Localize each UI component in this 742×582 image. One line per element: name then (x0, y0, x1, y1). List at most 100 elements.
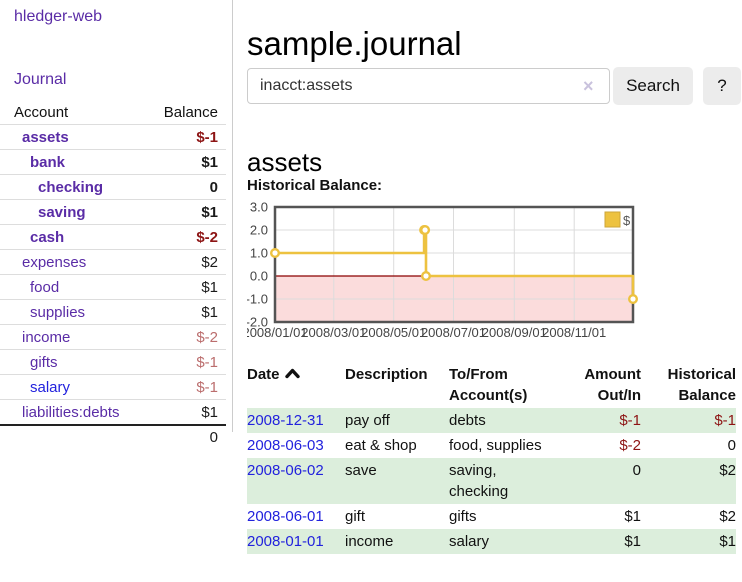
svg-text:$: $ (623, 213, 631, 228)
app-brand-link[interactable]: hledger-web (14, 8, 103, 25)
account-row: gifts $-1 (0, 349, 226, 375)
account-row: income $-2 (0, 324, 226, 350)
register-header-row: Date Description To/From Account(s) Amount Ou… (247, 362, 736, 408)
svg-text:1.0: 1.0 (250, 246, 268, 261)
transaction-accounts: saving, checking (449, 462, 509, 500)
account-balance-value: $1 (148, 149, 226, 175)
account-link[interactable]: expenses (22, 253, 87, 271)
account-row: checking 0 (0, 174, 226, 200)
account-balance-value: $-2 (148, 324, 226, 350)
account-link[interactable]: checking (38, 178, 104, 196)
account-row: assets $-1 (0, 124, 226, 150)
account-balance-value: $1 (148, 299, 226, 325)
register-column-header: Description (345, 366, 428, 383)
account-row: supplies $1 (0, 299, 226, 325)
account-row: food $1 (0, 274, 226, 300)
transaction-date-link[interactable]: 2008-01-01 (247, 533, 324, 550)
account-total-spacer (0, 424, 149, 449)
historical-balance-chart: $3.0 2.0 1.0 0.0 -1.0 -2.0 2008/01/01 2008/03/0… (242, 200, 687, 350)
account-row: bank $1 (0, 149, 226, 175)
account-balance-value: $1 (148, 199, 226, 225)
register-table: Date Description To/From Account(s) Amount Ou… (247, 362, 736, 554)
account-balance-value: $1 (148, 274, 226, 300)
transaction-accounts: food, supplies (449, 437, 542, 454)
register-column-header: Amount Out/In (584, 366, 641, 404)
svg-text:-2.0: -2.0 (247, 315, 268, 330)
transaction-date-link[interactable]: 2008-06-03 (247, 437, 324, 454)
register-column-header[interactable]: Date (247, 362, 345, 408)
clear-search-icon[interactable]: × (583, 76, 594, 96)
transaction-balance: $-1 (714, 412, 736, 429)
help-button[interactable]: ? (703, 67, 741, 105)
account-heading: assets (247, 146, 323, 177)
account-link[interactable]: gifts (30, 353, 58, 371)
svg-text:2008/03/01: 2008/03/01 (301, 325, 366, 340)
svg-text:2008/01/01: 2008/01/01 (247, 325, 308, 340)
account-total-row: 0 (0, 424, 226, 449)
account-link[interactable]: liabilities:debts (22, 403, 120, 421)
svg-text:3.0: 3.0 (250, 200, 268, 215)
chart-title: Historical Balance: (247, 177, 383, 194)
account-balance-value: $2 (148, 249, 226, 275)
page-title: sample.journal (247, 25, 462, 63)
main-content: sample.journal × Search ? assets Histori… (242, 0, 742, 582)
account-row: saving $1 (0, 199, 226, 225)
account-balance-value: $1 (148, 399, 226, 425)
transaction-date-link[interactable]: 2008-12-31 (247, 412, 324, 429)
transaction-balance: $2 (719, 508, 736, 525)
transaction-amount: $1 (624, 508, 641, 525)
transaction-amount: 0 (632, 462, 641, 479)
transaction-balance: 0 (727, 437, 736, 454)
account-link[interactable]: supplies (30, 303, 86, 321)
account-balance-table: Account Balance assets $-1 bank $1 checking 0… (0, 100, 226, 449)
account-balance-value: $-2 (148, 224, 226, 250)
transaction-date-link[interactable]: 2008-06-01 (247, 508, 324, 525)
transaction-balance: $2 (719, 462, 736, 479)
account-table-header-row: Account Balance (0, 100, 226, 125)
transaction-description: save (345, 462, 377, 479)
register-row: 2008-01-01 income salary $1 $1 (247, 529, 736, 554)
account-balance-value: 0 (148, 174, 226, 200)
account-link[interactable]: salary (30, 378, 71, 396)
transaction-accounts: gifts (449, 508, 477, 525)
transaction-amount: $1 (624, 533, 641, 550)
transaction-description: eat & shop (345, 437, 417, 454)
search-input[interactable] (247, 68, 610, 104)
register-row: 2008-06-03 eat & shop food, supplies $-2 0 (247, 433, 736, 458)
account-balance-value: $-1 (148, 124, 226, 150)
sidebar-item-journal[interactable]: Journal (14, 71, 67, 88)
transaction-description: pay off (345, 412, 390, 429)
account-link[interactable]: income (22, 328, 71, 346)
account-balance-value: $-1 (148, 374, 226, 400)
transaction-accounts: debts (449, 412, 486, 429)
account-table-body: assets $-1 bank $1 checking 0 saving $1 cash $-2 e… (0, 124, 226, 425)
transaction-description: income (345, 533, 394, 550)
account-row: salary $-1 (0, 374, 226, 400)
transaction-amount: $-1 (619, 412, 641, 429)
search-button[interactable]: Search (613, 67, 693, 105)
register-column-header: To/From Account(s) (449, 366, 528, 404)
svg-text:2.0: 2.0 (250, 223, 268, 238)
svg-text:2008/09/01: 2008/09/01 (482, 325, 547, 340)
account-link[interactable]: cash (30, 228, 65, 246)
account-total-balance: 0 (148, 424, 226, 449)
transaction-balance: $1 (719, 533, 736, 550)
account-column-header: Account (14, 103, 69, 121)
transaction-accounts: salary (449, 533, 490, 550)
svg-text:0.0: 0.0 (250, 269, 268, 284)
account-row: cash $-2 (0, 224, 226, 250)
account-link[interactable]: food (30, 278, 60, 296)
account-link[interactable]: assets (22, 128, 69, 146)
account-link[interactable]: saving (38, 203, 86, 221)
account-balance-value: $-1 (148, 349, 226, 375)
account-link[interactable]: bank (30, 153, 66, 171)
svg-text:2008/07/01: 2008/07/01 (421, 325, 486, 340)
register-row: 2008-06-02 save saving, checking 0 $2 (247, 458, 736, 504)
sort-ascending-icon (284, 368, 300, 379)
sidebar-divider (232, 0, 233, 432)
svg-text:-1.0: -1.0 (247, 292, 268, 307)
transaction-amount: $-2 (619, 437, 641, 454)
svg-text:2008/05/01: 2008/05/01 (361, 325, 426, 340)
transaction-date-link[interactable]: 2008-06-02 (247, 462, 324, 479)
transaction-description: gift (345, 508, 366, 525)
